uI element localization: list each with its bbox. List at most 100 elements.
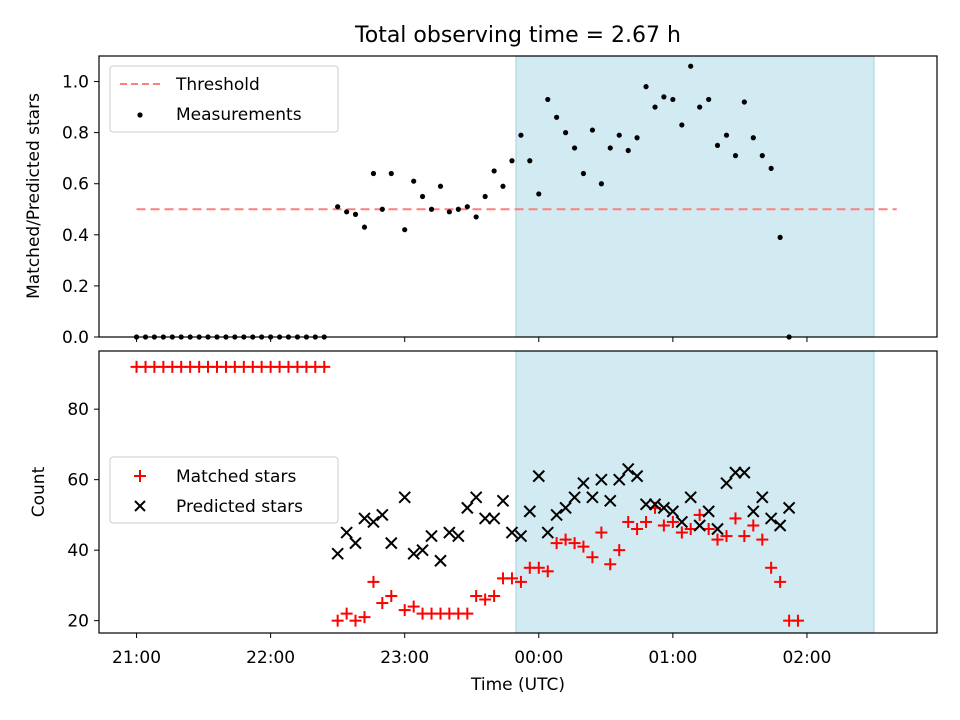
- measurement-point: [527, 158, 533, 164]
- matched-star-point: [640, 515, 653, 528]
- predicted-star-point: [398, 491, 411, 504]
- matched-star-point: [631, 523, 644, 536]
- y-tick-label: 0.4: [62, 226, 89, 246]
- predicted-star-point: [702, 505, 715, 518]
- predicted-star-point: [738, 466, 751, 479]
- measurement-point: [652, 104, 658, 110]
- predicted-star-point: [595, 473, 608, 486]
- matched-star-point: [318, 360, 331, 373]
- measurements-legend-label: Measurements: [176, 105, 302, 125]
- measurement-point: [437, 183, 444, 189]
- measurement-point: [580, 170, 587, 177]
- predicted-star-point: [541, 526, 554, 539]
- matched-stars-legend-label: Matched stars: [176, 467, 296, 487]
- predicted-star-point: [461, 501, 474, 515]
- matched-star-point: [604, 558, 617, 571]
- predicted-star-point: [443, 526, 456, 539]
- observing-window-shade-top: [515, 55, 875, 338]
- matched-star-point: [376, 597, 389, 610]
- predicted-star-point: [747, 505, 760, 518]
- measurement-point: [607, 145, 613, 151]
- matched-star-point: [711, 533, 724, 546]
- bottom-legend-box: [109, 456, 339, 524]
- measurement-point: [491, 168, 497, 174]
- measurement-point: [732, 153, 739, 159]
- y-tick-label: 60: [67, 471, 89, 491]
- measurement-point: [464, 204, 470, 210]
- plot-frame: [98, 55, 938, 338]
- matched-star-point: [693, 508, 706, 521]
- predicted-star-point: [711, 522, 724, 536]
- shaded-region: [515, 55, 875, 338]
- measurement-point: [388, 170, 394, 177]
- matched-star-point: [340, 607, 353, 620]
- measurement-point: [411, 178, 417, 184]
- measurement-point: [670, 96, 676, 103]
- y-tick-label: 0.0: [62, 328, 89, 348]
- matched-star-point: [595, 526, 608, 539]
- matched-star-point: [774, 575, 787, 588]
- predicted-star-point: [666, 505, 680, 518]
- predicted-star-point: [657, 501, 671, 515]
- x-tick-label: 21:00: [112, 648, 161, 668]
- chart-title: Total observing time = 2.67 h: [354, 23, 681, 48]
- predicted-star-point: [358, 512, 371, 525]
- predicted-star-point: [523, 505, 537, 518]
- measurement-point: [688, 63, 694, 69]
- predicted-star-point: [385, 536, 398, 550]
- predicted-star-point: [425, 529, 438, 543]
- matched-star-point: [349, 614, 362, 627]
- y-tick-label: 1.0: [62, 73, 89, 93]
- predicted-star-point: [622, 462, 635, 476]
- predicted-star-point: [452, 529, 465, 543]
- predicted-star-point: [604, 494, 617, 508]
- matched-star-point: [331, 614, 344, 627]
- matched-star-points: [130, 360, 804, 627]
- bottom-y-axis-label: Count: [29, 466, 49, 517]
- predicted-star-point: [469, 491, 483, 504]
- matched-star-point: [367, 575, 380, 588]
- plot-frame: [98, 350, 938, 634]
- predicted-star-point: [407, 547, 420, 560]
- matched-star-point: [505, 572, 518, 585]
- matched-star-point: [684, 523, 697, 536]
- measurement-point: [759, 153, 765, 159]
- bottom-panel: 20 40 60 80 21:00 22:00 23:00 00:00 01:00 02:00 C…: [29, 350, 938, 695]
- matched-star-point: [358, 611, 371, 624]
- matched-star-point: [675, 526, 688, 539]
- measurement-point: [661, 94, 667, 100]
- predicted-star-point: [577, 476, 590, 490]
- measurement-point: [643, 84, 649, 90]
- predicted-star-point: [416, 543, 429, 557]
- top-y-axis-label: Matched/Predicted stars: [24, 93, 44, 299]
- matched-star-point: [479, 593, 492, 606]
- measurement-point: [428, 206, 435, 212]
- matched-star-point: [791, 614, 804, 627]
- matched-star-point: [756, 533, 769, 546]
- predicted-star-point: [720, 476, 733, 490]
- matched-star-point: [577, 540, 590, 553]
- measurement-point: [402, 227, 408, 233]
- predicted-star-point: [559, 501, 572, 515]
- top-axes: 0.0 0.2 0.4 0.6 0.8 1.0: [62, 55, 938, 348]
- predicted-stars-legend-swatch: [134, 500, 146, 512]
- bottom-legend: Matched stars Predicted stars: [109, 456, 339, 524]
- x-axis-label: Time (UTC): [470, 675, 565, 695]
- predicted-star-point: [478, 512, 492, 525]
- matched-star-point: [702, 523, 715, 536]
- matched-star-point: [613, 544, 626, 557]
- measurement-point: [352, 211, 359, 217]
- measurement-point: [335, 204, 341, 210]
- measurement-point: [554, 114, 560, 120]
- x-tick-label: 02:00: [782, 648, 831, 668]
- measurement-point: [598, 181, 604, 187]
- predicted-star-point: [675, 515, 689, 529]
- y-tick-label: 0.8: [62, 124, 89, 144]
- measurement-point: [379, 206, 385, 212]
- matched-star-point: [398, 604, 411, 617]
- measurement-point: [455, 206, 461, 212]
- measurement-point: [482, 193, 488, 200]
- matched-star-point: [514, 575, 527, 588]
- matched-star-point: [532, 561, 545, 574]
